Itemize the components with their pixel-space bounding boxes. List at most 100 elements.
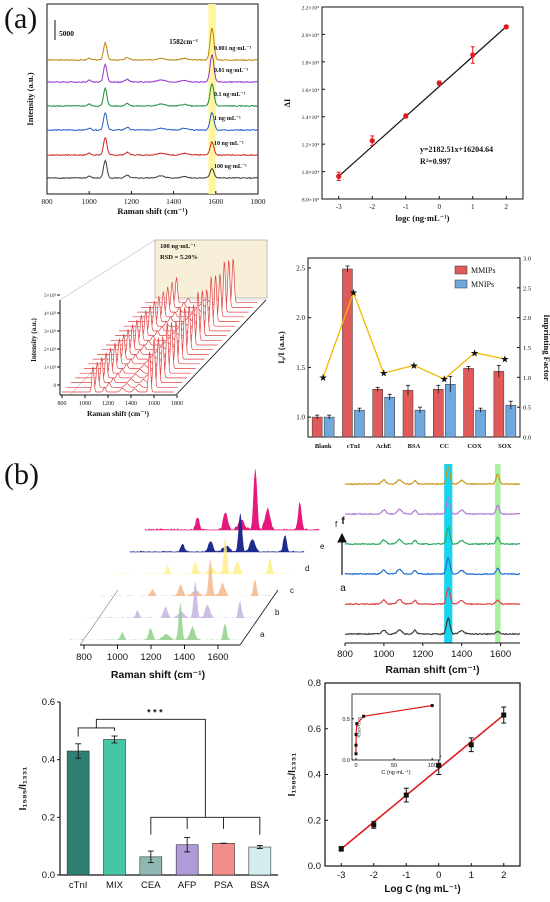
- b3-bar: [66, 750, 90, 876]
- a3-ylabel: Intensity (a.u.): [30, 317, 38, 361]
- a2-ylabel: ΔI: [282, 98, 292, 107]
- a1-series-line: [46, 53, 259, 84]
- b1-spectrum-label: d: [305, 564, 309, 573]
- a2-ytick-label: 1.0×10⁴: [302, 170, 319, 176]
- b4-ytick-label: 0.4: [308, 770, 321, 781]
- b1-spectrum-label: c: [290, 586, 294, 595]
- b4-inset-frame: [351, 693, 441, 761]
- a1-series-label: 0.001 ng·mL⁻¹: [214, 46, 252, 52]
- b4-ytick-label: 0.6: [308, 724, 321, 735]
- b3-bar: [212, 842, 235, 876]
- b2-xtick-label: 1400: [451, 649, 472, 660]
- a4-bar: [433, 389, 444, 438]
- b2-xtick-label: 1600: [490, 649, 511, 660]
- a2-point: [403, 113, 409, 119]
- b4-xtick-label: 1: [469, 870, 474, 881]
- a3-ztick-label: 5×10³: [44, 293, 56, 299]
- a4-factor-star: ★: [410, 361, 419, 372]
- b4-ylabel: I₁₅₈₅/I₁₃₃₁: [287, 753, 298, 797]
- b4-point: [501, 712, 507, 718]
- a1-frame: [46, 3, 259, 195]
- a3-xtick-label: 800: [58, 401, 67, 407]
- a1-xtick-label: 800: [41, 197, 53, 206]
- b4-inset-xlabel: C (ng mL⁻¹): [381, 770, 410, 776]
- b2-arrow-head: [337, 532, 347, 543]
- a4-bar: [311, 416, 323, 438]
- b4-ytick-label: 0.2: [308, 815, 321, 826]
- a1-series-label: 10 ng·mL⁻¹: [214, 141, 244, 147]
- a2-xtick-label: -2: [369, 203, 375, 211]
- a2-xtick-label: -3: [336, 203, 342, 211]
- a4-factor-star: ★: [440, 375, 449, 386]
- a2-ytick-label: 2.2×10⁴: [302, 6, 319, 12]
- a1-ylabel: Intensity (a.u.): [25, 72, 35, 125]
- panel-label-a: (a): [4, 2, 38, 35]
- a4-xtick-label: cTnI: [347, 443, 361, 450]
- b3-xtick-label: MIX: [106, 880, 124, 891]
- b3-xtick-label: CEA: [141, 880, 161, 891]
- b2-spectrum: [344, 557, 520, 576]
- a4-ylabel: I₀/I (a.u.): [276, 331, 286, 364]
- a1-xtick-label: 1400: [166, 197, 181, 206]
- a3-xtick-label: 1000: [79, 401, 91, 407]
- b3-ylabel: I₁₅₈₅/I₁₃₃₁: [18, 767, 29, 811]
- b1-spectrum-label: f: [335, 520, 338, 529]
- b4-inset-xtick-label: 0: [354, 763, 357, 769]
- b4-inset-xtick-label: 100: [428, 763, 437, 769]
- b1-right-edge: [239, 589, 279, 646]
- a4-ytick-right-label: 0.5: [523, 405, 531, 412]
- b4-xlabel: Log C (ng mL⁻¹): [384, 884, 460, 895]
- a1-series-line: [46, 111, 259, 132]
- a4-ytick-label: 2.0: [296, 314, 305, 322]
- b3-xtick-label: PSA: [214, 880, 234, 891]
- a4-xtick-label: AchE: [376, 443, 392, 450]
- b1-spectrum-fill: [129, 513, 306, 553]
- a4-ytick-right-label: 1.5: [523, 345, 531, 352]
- a4-factor-star: ★: [349, 288, 358, 299]
- b2-spectrum: [345, 587, 521, 606]
- b4-inset-xtick-label: 50: [391, 763, 397, 769]
- a1-series-label: 1 ng·mL⁻¹: [214, 116, 241, 122]
- b4-inset-point: [354, 752, 358, 756]
- a1-xtick-label: 1000: [82, 197, 97, 206]
- b2-spectrum: [344, 526, 521, 546]
- b1-spectrum-fill: [144, 469, 320, 531]
- a4-ytick-right-label: 0.0: [523, 435, 531, 442]
- b3-bar: [103, 739, 126, 876]
- a2-point: [436, 80, 442, 86]
- b1-xlabel: Raman shift (cm⁻¹): [111, 669, 205, 681]
- a4-ytick-right-label: 3.0: [523, 256, 531, 263]
- a4-xtick-label: BSA: [408, 443, 421, 450]
- b3-bar: [248, 846, 272, 876]
- a2-xtick-label: 1: [471, 203, 475, 211]
- a4-ytick-label: 2.5: [296, 264, 305, 272]
- a2-ytick-label: 2.0×10⁴: [302, 33, 319, 39]
- a1-highlight-band: [208, 4, 216, 194]
- a4-ytick-right-label: 1.0: [523, 375, 531, 382]
- a3-xtick-label: 1800: [171, 401, 183, 407]
- a2-xtick-label: -1: [403, 203, 409, 211]
- a2-point: [336, 173, 342, 179]
- a2-equation: y=2182.51x+16204.64: [420, 145, 493, 154]
- b4-xtick-label: -2: [370, 870, 378, 881]
- a4-ytick-right-label: 2.5: [523, 285, 531, 292]
- b4-point: [371, 822, 377, 828]
- a2-point: [470, 52, 476, 58]
- b4-xtick-label: 2: [501, 870, 506, 881]
- a4-factor-star: ★: [379, 369, 388, 380]
- b1-xtick-label: 1600: [207, 652, 228, 663]
- b4-xtick-label: 0: [436, 870, 441, 881]
- a2-r2: R²=0.997: [420, 157, 451, 166]
- b1-xtick-label: 800: [76, 652, 92, 663]
- a4-bar: [463, 368, 474, 438]
- a4-bar: [505, 404, 517, 438]
- b2-xtick-label: 1200: [412, 649, 433, 660]
- b3-ytick-label: 0.2: [42, 812, 55, 823]
- b3-xtick-label: BSA: [250, 880, 270, 891]
- a4-bar: [372, 389, 383, 438]
- a1-xtick-label: 1600: [208, 197, 223, 206]
- b3-bracket-left: [77, 727, 115, 737]
- a4-bar: [414, 409, 426, 438]
- b4-inset-ytick-label: 0.0: [342, 758, 350, 764]
